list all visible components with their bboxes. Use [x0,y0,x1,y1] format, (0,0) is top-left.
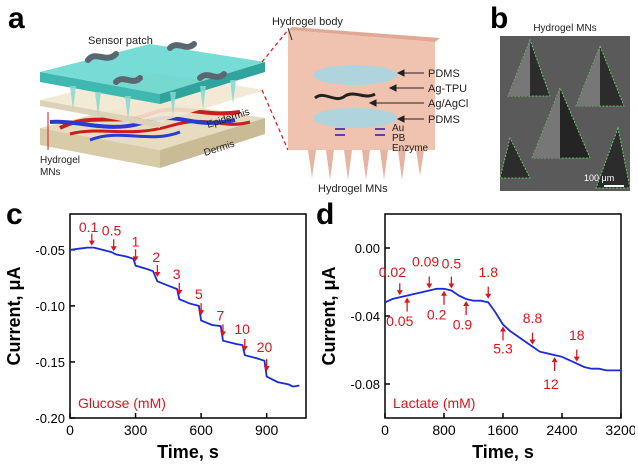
x-tick-label: 300 [124,422,148,438]
annotation-label: 8.8 [523,310,543,326]
annotation-label: 3 [173,266,181,282]
x-tick-label: 2400 [546,422,577,438]
annotation-arrowhead [154,272,161,278]
plot-frame [384,213,622,419]
layer-label-ag-tpu: Ag-TPU [428,83,467,95]
chart-glucose: 0 300 600 900 -0.05 -0.10 -0.15 -0.20 Time, s Cur… [4,213,307,462]
x-axis-label: Time, s [157,442,219,462]
panel-label-d: d [316,198,335,231]
hydrogel-body-label: Hydrogel body [272,16,343,28]
series-line [384,287,621,372]
hydrogel-mns-left-label-line1: Hydrogel [40,155,80,166]
analyte-label: Glucose (mM) [78,395,166,411]
annotation-label: 5 [195,286,203,302]
annotation-arrowhead [551,357,558,363]
scale-bar-label: 100 μm [584,173,614,183]
annotation-label: 20 [257,339,273,355]
y-axis-label: Current, μA [4,266,24,365]
annotation-label: 0.5 [442,255,462,271]
annotation-arrowhead [198,310,205,316]
y-tick-label: -0.20 [35,411,65,426]
annotation-label: 0.5 [102,222,122,238]
hydrogel-mns-left-label-line2: MNs [40,167,61,178]
hydrogel-body-diagram [288,27,440,180]
annotation-arrowhead [463,301,470,306]
panel-b-sem-image: Hydrogel MNs 100 μm [500,23,630,191]
annotation-label: 5.3 [493,340,513,356]
annotation-arrowhead [176,289,183,295]
annotation-label: 0.09 [412,254,439,270]
annotation-label: 1 [132,234,140,250]
layer-label-au: Au [392,123,404,134]
y-tick-label: 0.00 [355,241,380,256]
y-tick-label: -0.04 [350,309,380,324]
annotation-label: 1.8 [479,264,499,280]
annotation-label: 18 [569,327,585,343]
annotation-label: 7 [216,307,224,323]
annotation-label: 12 [543,376,559,392]
panel-b-title: Hydrogel MNs [533,23,596,34]
annotation-label: 0.1 [79,219,99,235]
annotation-arrowhead [500,326,506,332]
sensor-patch-block [40,41,265,168]
plot-frame [69,213,307,419]
annotation-arrowhead [441,290,447,296]
annotation-arrowhead [529,339,536,345]
y-tick-label: -0.08 [350,377,380,392]
x-axis-label: Time, s [472,442,534,462]
panel-label-b: b [490,2,509,35]
annotation-label: 2 [152,249,160,265]
annotation-arrowhead [426,283,433,289]
annotation-arrowhead [396,290,403,296]
y-tick-label: -0.10 [35,299,65,314]
panel-a-illustration: Sensor patch Epidermis Dermis Hydrogel M… [40,16,468,195]
sensor-patch-label: Sensor patch [88,35,153,47]
x-tick-label: 900 [255,422,279,438]
y-axis-label: Current, μA [319,266,339,365]
annotation-label: 0.02 [379,264,406,280]
x-tick-label: 600 [189,422,213,438]
annotation-label: 10 [234,321,250,337]
y-tick-label: -0.05 [35,243,65,258]
layer-label-enzyme: Enzyme [392,143,429,154]
x-tick-label: 0 [66,422,74,438]
annotation-arrowhead [485,293,492,299]
layer-label-pdms-top: PDMS [428,68,460,80]
annotation-arrowhead [241,345,248,351]
layer-label-ag-agcl: Ag/AgCl [428,98,468,110]
annotation-arrowhead [263,366,270,372]
hydrogel-mns-bottom-label: Hydrogel MNs [318,183,388,195]
analyte-label: Lactate (mM) [393,395,475,411]
series-line [69,246,300,388]
y-tick-label: -0.15 [35,355,65,370]
x-tick-label: 3200 [605,422,635,438]
annotation-arrowhead [573,356,580,362]
annotation-arrowhead [404,297,411,303]
layer-label-pb: PB [392,133,406,144]
annotation-arrowhead [132,256,139,262]
chart-lactate: 0 800 1600 2400 3200 0.00 -0.04 -0.08 Time, s Cur… [319,213,635,462]
panel-label-c: c [6,198,23,231]
annotation-arrowhead [88,240,95,246]
annotation-label: 0.2 [427,306,447,322]
annotation-arrowhead [448,283,455,289]
panel-label-a: a [8,2,25,35]
annotation-label: 0.05 [386,313,413,329]
x-tick-label: 0 [381,422,389,438]
layer-label-pdms-bottom: PDMS [428,114,460,126]
x-tick-label: 1600 [487,422,518,438]
annotation-arrowhead [110,246,117,252]
annotation-arrowhead [219,331,226,337]
annotation-label: 0.9 [453,317,473,333]
x-tick-label: 800 [432,422,456,438]
